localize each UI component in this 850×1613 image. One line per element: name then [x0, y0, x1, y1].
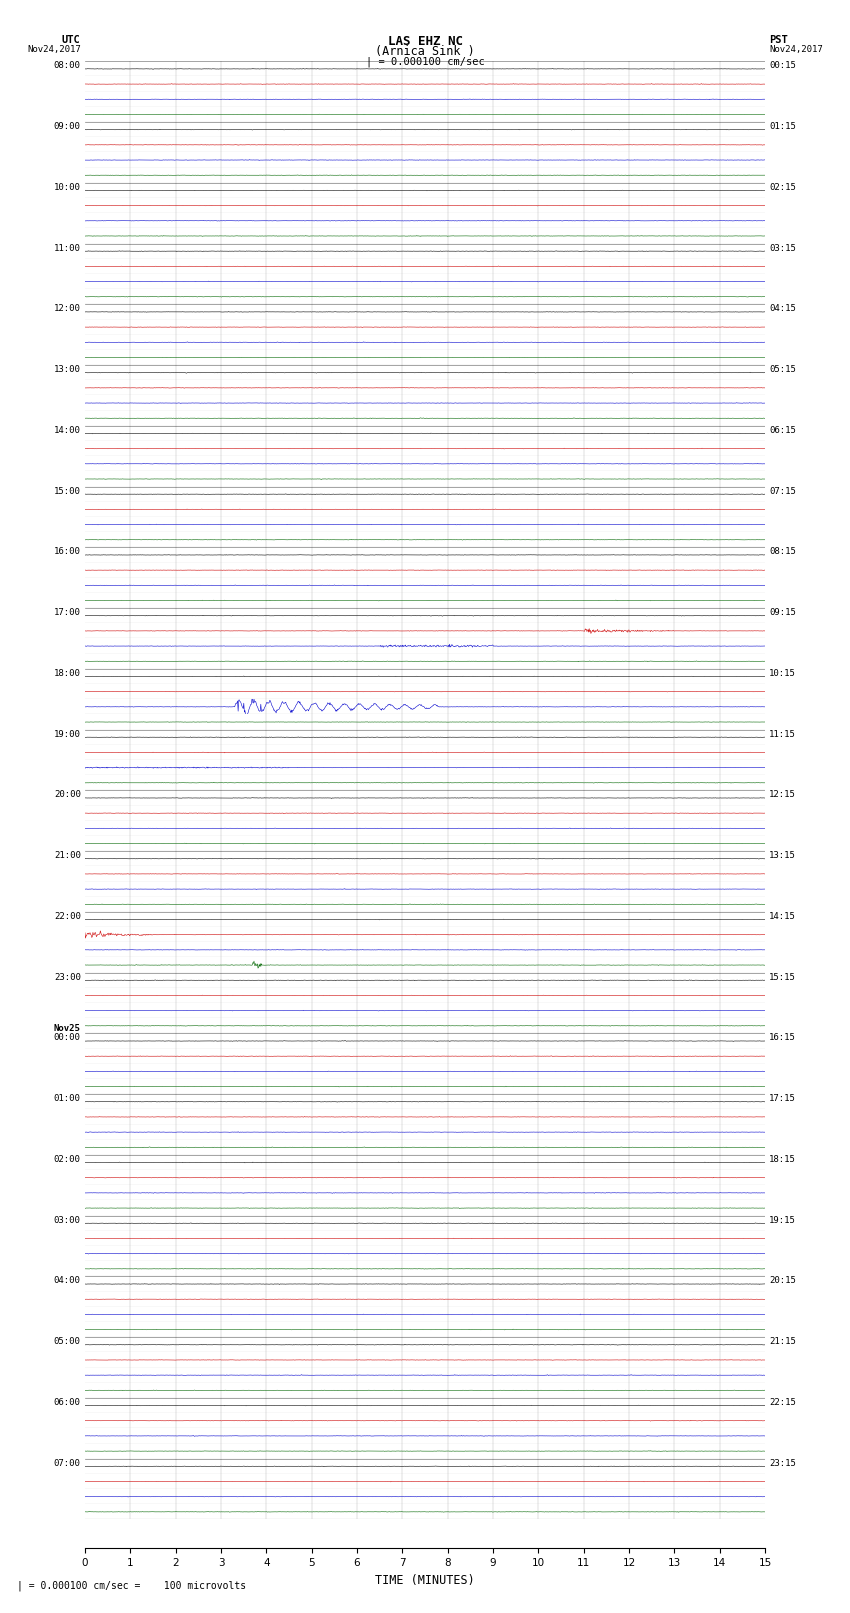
Text: 01:00: 01:00	[54, 1094, 81, 1103]
Text: 09:15: 09:15	[769, 608, 796, 618]
Text: 04:00: 04:00	[54, 1276, 81, 1286]
Text: 00:15: 00:15	[769, 61, 796, 71]
Text: 05:15: 05:15	[769, 365, 796, 374]
Text: UTC: UTC	[62, 35, 81, 45]
Text: 20:00: 20:00	[54, 790, 81, 800]
Text: 23:00: 23:00	[54, 973, 81, 982]
Text: 02:00: 02:00	[54, 1155, 81, 1165]
Text: 00:00: 00:00	[54, 1034, 81, 1042]
Text: 02:15: 02:15	[769, 182, 796, 192]
Text: 18:15: 18:15	[769, 1155, 796, 1165]
Text: 16:15: 16:15	[769, 1034, 796, 1042]
Text: | = 0.000100 cm/sec =    100 microvolts: | = 0.000100 cm/sec = 100 microvolts	[17, 1581, 246, 1592]
Text: 19:15: 19:15	[769, 1216, 796, 1224]
Text: 11:15: 11:15	[769, 729, 796, 739]
Text: 06:15: 06:15	[769, 426, 796, 436]
X-axis label: TIME (MINUTES): TIME (MINUTES)	[375, 1574, 475, 1587]
Text: 19:00: 19:00	[54, 729, 81, 739]
Text: 11:00: 11:00	[54, 244, 81, 253]
Text: 12:00: 12:00	[54, 305, 81, 313]
Text: 09:00: 09:00	[54, 123, 81, 131]
Text: 12:15: 12:15	[769, 790, 796, 800]
Text: 03:15: 03:15	[769, 244, 796, 253]
Text: Nov24,2017: Nov24,2017	[769, 45, 823, 55]
Text: 10:00: 10:00	[54, 182, 81, 192]
Text: PST: PST	[769, 35, 788, 45]
Text: 17:15: 17:15	[769, 1094, 796, 1103]
Text: 15:15: 15:15	[769, 973, 796, 982]
Text: 03:00: 03:00	[54, 1216, 81, 1224]
Text: 21:15: 21:15	[769, 1337, 796, 1347]
Text: Nov24,2017: Nov24,2017	[27, 45, 81, 55]
Text: Nov25: Nov25	[54, 1024, 81, 1034]
Text: 06:00: 06:00	[54, 1398, 81, 1407]
Text: 14:00: 14:00	[54, 426, 81, 436]
Text: 16:00: 16:00	[54, 547, 81, 556]
Text: 08:15: 08:15	[769, 547, 796, 556]
Text: 04:15: 04:15	[769, 305, 796, 313]
Text: 13:15: 13:15	[769, 852, 796, 860]
Text: LAS EHZ NC: LAS EHZ NC	[388, 35, 462, 48]
Text: 01:15: 01:15	[769, 123, 796, 131]
Text: | = 0.000100 cm/sec: | = 0.000100 cm/sec	[366, 56, 484, 68]
Text: 05:00: 05:00	[54, 1337, 81, 1347]
Text: 18:00: 18:00	[54, 669, 81, 677]
Text: 22:15: 22:15	[769, 1398, 796, 1407]
Text: 14:15: 14:15	[769, 911, 796, 921]
Text: 17:00: 17:00	[54, 608, 81, 618]
Text: 08:00: 08:00	[54, 61, 81, 71]
Text: 15:00: 15:00	[54, 487, 81, 495]
Text: 22:00: 22:00	[54, 911, 81, 921]
Text: 13:00: 13:00	[54, 365, 81, 374]
Text: (Arnica Sink ): (Arnica Sink )	[375, 45, 475, 58]
Text: 23:15: 23:15	[769, 1458, 796, 1468]
Text: 21:00: 21:00	[54, 852, 81, 860]
Text: 07:15: 07:15	[769, 487, 796, 495]
Text: 10:15: 10:15	[769, 669, 796, 677]
Text: 20:15: 20:15	[769, 1276, 796, 1286]
Text: 07:00: 07:00	[54, 1458, 81, 1468]
